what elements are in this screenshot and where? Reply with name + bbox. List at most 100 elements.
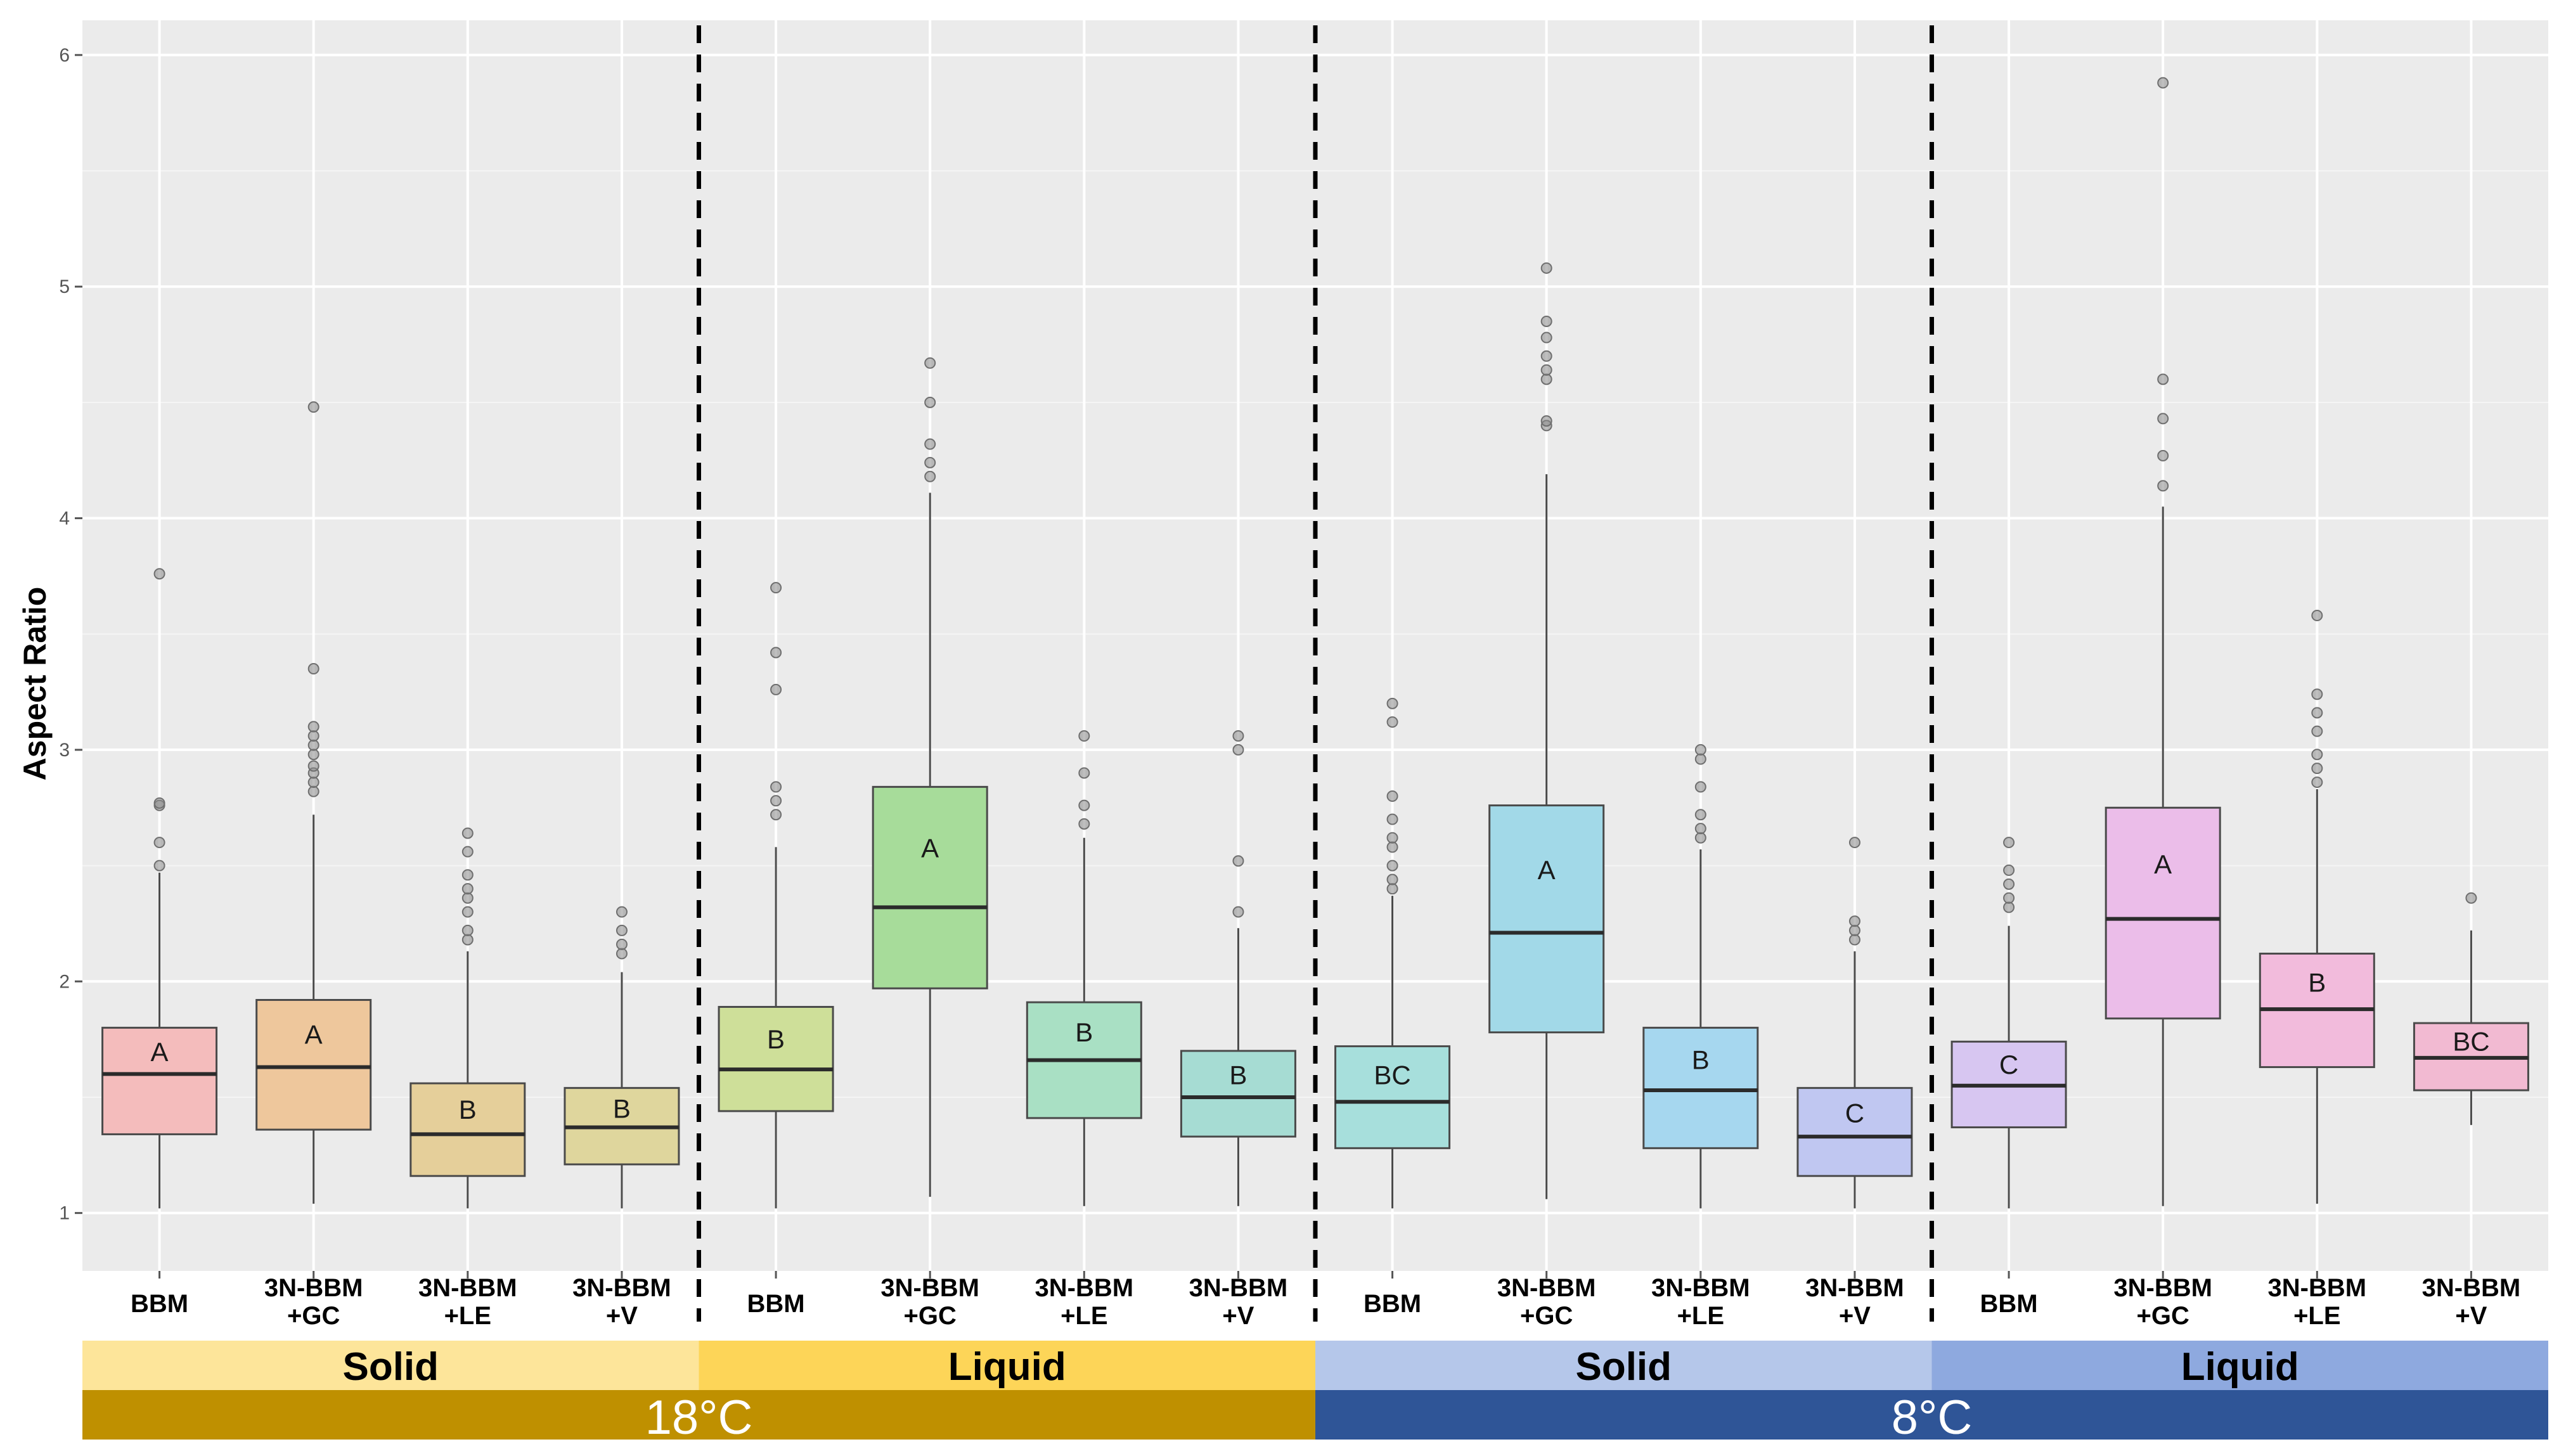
x-tick-label-line: BBM <box>747 1290 805 1318</box>
x-tick-label-line: +GC <box>287 1302 340 1330</box>
outlier-point <box>307 663 319 675</box>
x-tick-label-line: +LE <box>1061 1302 1107 1330</box>
outlier-point <box>1386 832 1398 844</box>
outlier-point <box>2157 373 2169 385</box>
box-9: BC BBM <box>1334 697 1451 1318</box>
outlier-point <box>461 934 474 946</box>
x-tick-label-line: 3N-BBM <box>2422 1274 2521 1302</box>
x-tick-label: 3N-BBM +V <box>572 1274 671 1330</box>
outlier-point <box>1848 924 1860 936</box>
y-tick-label: 5 <box>59 276 70 297</box>
x-tick-label-line: +LE <box>2293 1302 2340 1330</box>
outlier-point <box>2311 749 2323 761</box>
x-tick-label: BBM <box>1980 1290 2038 1318</box>
box-iqr <box>1796 1086 1913 1177</box>
x-tick-label-line: +GC <box>1520 1302 1573 1330</box>
media-band-label: Liquid <box>948 1345 1066 1389</box>
box-16: BC 3N-BBM +V <box>2413 892 2529 1330</box>
box-11: B 3N-BBM +LE <box>1642 744 1759 1330</box>
significance-letter: B <box>767 1024 785 1054</box>
x-tick-label-line: +V <box>1839 1302 1871 1330</box>
significance-letter: B <box>1692 1045 1710 1075</box>
y-tick-label: 6 <box>59 45 70 66</box>
box-14: A 3N-BBM +GC <box>2105 77 2221 1330</box>
x-tick-label-line: BBM <box>1980 1290 2038 1318</box>
outlier-point <box>1694 781 1706 793</box>
significance-letter: B <box>613 1093 631 1123</box>
x-tick-label-line: 3N-BBM <box>2268 1274 2367 1302</box>
x-tick-label-line: 3N-BBM <box>1651 1274 1750 1302</box>
x-tick-label-line: 3N-BBM <box>880 1274 979 1302</box>
x-tick-label: 3N-BBM +GC <box>2113 1274 2212 1330</box>
x-tick-label-line: +GC <box>904 1302 957 1330</box>
outlier-point <box>307 730 319 742</box>
box-10: A 3N-BBM +GC <box>1488 262 1605 1330</box>
media-band <box>1315 1341 1932 1390</box>
outlier-point <box>307 760 319 772</box>
box-iqr <box>1180 1050 1296 1138</box>
y-tick-label: 1 <box>59 1203 70 1224</box>
x-tick-label-line: 3N-BBM <box>418 1274 517 1302</box>
box-iqr <box>409 1082 526 1177</box>
x-tick-label-line: +V <box>606 1302 638 1330</box>
outlier-point <box>924 470 936 482</box>
y-tick-label: 3 <box>59 740 70 761</box>
outlier-point <box>616 948 628 960</box>
box-4: B 3N-BBM +V <box>564 906 680 1330</box>
box-iqr <box>1642 1026 1759 1149</box>
temperature-band <box>1315 1390 2548 1440</box>
outlier-point <box>461 883 474 895</box>
x-tick-label: 3N-BBM +GC <box>880 1274 979 1330</box>
significance-letter: A <box>305 1019 323 1049</box>
outlier-point <box>461 892 474 904</box>
outlier-point <box>1386 697 1398 709</box>
x-tick-label-line: +V <box>1222 1302 1254 1330</box>
outlier-point <box>770 647 782 659</box>
box-12: C 3N-BBM +V <box>1796 837 1913 1330</box>
outlier-point <box>616 924 628 936</box>
outlier-point <box>1078 818 1090 830</box>
outlier-point <box>2157 449 2169 461</box>
x-tick-label-line: 3N-BBM <box>1035 1274 1134 1302</box>
outlier-point <box>1232 744 1244 756</box>
outlier-point <box>307 749 319 761</box>
media-band-label: Solid <box>1575 1345 1672 1389</box>
outlier-point <box>461 924 474 936</box>
outlier-point <box>770 809 782 821</box>
box-iqr <box>1334 1045 1451 1149</box>
box-8: B 3N-BBM +V <box>1180 730 1296 1330</box>
outlier-point <box>1232 730 1244 742</box>
outlier-point <box>1232 906 1244 918</box>
x-tick-label-line: +LE <box>444 1302 491 1330</box>
outlier-point <box>1848 837 1860 849</box>
box-7: B 3N-BBM +LE <box>1026 730 1142 1330</box>
outlier-point <box>924 357 936 369</box>
box-iqr <box>872 785 988 989</box>
outlier-point <box>770 582 782 594</box>
outlier-point <box>616 938 628 950</box>
significance-letter: A <box>151 1037 169 1067</box>
outlier-point <box>1078 730 1090 742</box>
significance-letter: B <box>459 1095 477 1124</box>
outlier-point <box>307 401 319 413</box>
box-15: B 3N-BBM +LE <box>2259 610 2375 1330</box>
outlier-point <box>307 739 319 751</box>
x-tick-label-line: BBM <box>1364 1290 1421 1318</box>
outlier-point <box>2465 892 2477 904</box>
box-1: A BBM <box>101 568 218 1318</box>
outlier-point <box>924 396 936 408</box>
y-tick-label: 2 <box>59 971 70 992</box>
box-2: A 3N-BBM +GC <box>255 401 372 1330</box>
outlier-point <box>924 456 936 468</box>
outlier-point <box>1386 790 1398 802</box>
box-iqr <box>1488 804 1605 1034</box>
outlier-point <box>307 785 319 797</box>
x-tick-label-line: +GC <box>2137 1302 2189 1330</box>
x-tick-label-line: 3N-BBM <box>1497 1274 1596 1302</box>
outlier-point <box>1540 332 1552 344</box>
media-band <box>1931 1341 2548 1390</box>
outlier-point <box>1694 832 1706 844</box>
x-tick-label-line: 3N-BBM <box>572 1274 671 1302</box>
